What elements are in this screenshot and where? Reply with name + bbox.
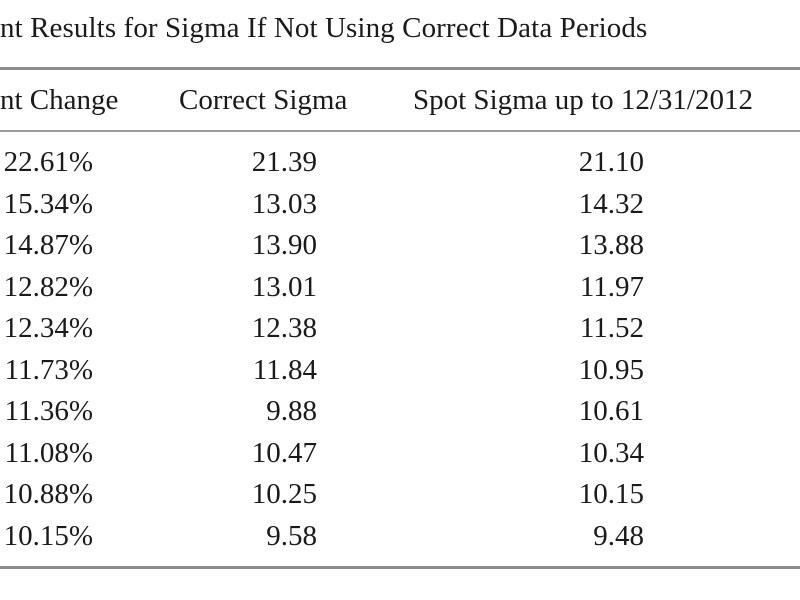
column-header-change: nt Change: [0, 84, 119, 116]
cell-spot-sigma: 11.97: [579, 270, 644, 303]
table-body: 22.61% 21.39 21.10 15.34% 13.03 14.32 14…: [0, 146, 800, 561]
cell-spot-sigma: 10.61: [578, 395, 644, 427]
cell-correct-sigma: 9.58: [266, 519, 317, 552]
cell-correct-sigma: 21.39: [251, 146, 317, 178]
cell-correct-sigma: 13.03: [251, 187, 317, 220]
cell-change: 11.73%: [4, 353, 93, 386]
cell-spot-sigma: 11.52: [579, 312, 644, 344]
cell-correct-sigma: 10.47: [251, 436, 317, 469]
cell-change: 12.34%: [3, 312, 93, 344]
cell-change: 10.88%: [3, 478, 93, 510]
top-rule: [0, 67, 800, 70]
table-row: 10.88% 10.25 10.15: [0, 478, 800, 520]
table-row: 10.15% 9.58 9.48: [0, 520, 800, 562]
cell-correct-sigma: 12.38: [251, 312, 317, 344]
table-row: 15.34% 13.03 14.32: [0, 188, 800, 230]
bottom-rule: [0, 566, 800, 569]
cell-spot-sigma: 21.10: [578, 146, 644, 178]
cell-change: 15.34%: [3, 187, 93, 220]
cell-change: 11.08%: [4, 436, 93, 469]
table-title: nt Results for Sigma If Not Using Correc…: [0, 12, 648, 44]
table-row: 11.08% 10.47 10.34: [0, 437, 800, 479]
cell-spot-sigma: 9.48: [593, 519, 644, 552]
table-row: 14.87% 13.90 13.88: [0, 229, 800, 271]
cell-correct-sigma: 9.88: [266, 395, 317, 427]
cell-spot-sigma: 13.88: [578, 229, 644, 261]
cell-change: 14.87%: [3, 229, 93, 261]
table-row: 12.82% 13.01 11.97: [0, 271, 800, 313]
cell-change: 10.15%: [3, 519, 93, 552]
table-row: 12.34% 12.38 11.52: [0, 312, 800, 354]
cell-spot-sigma: 10.34: [578, 436, 644, 469]
cell-correct-sigma: 11.84: [252, 353, 317, 386]
column-header-spot-sigma: Spot Sigma up to 12/31/2012: [413, 84, 753, 116]
cell-spot-sigma: 10.95: [578, 353, 644, 386]
table-row: 11.36% 9.88 10.61: [0, 395, 800, 437]
cell-spot-sigma: 10.15: [578, 478, 644, 510]
cell-change: 11.36%: [4, 395, 93, 427]
cell-correct-sigma: 13.90: [251, 229, 317, 261]
header-rule: [0, 130, 800, 132]
cell-correct-sigma: 10.25: [251, 478, 317, 510]
cell-change: 12.82%: [3, 270, 93, 303]
cell-spot-sigma: 14.32: [578, 187, 644, 220]
cell-correct-sigma: 13.01: [251, 270, 317, 303]
table-row: 11.73% 11.84 10.95: [0, 354, 800, 396]
table-row: 22.61% 21.39 21.10: [0, 146, 800, 188]
column-header-correct-sigma: Correct Sigma: [179, 84, 348, 116]
cell-change: 22.61%: [3, 146, 93, 178]
